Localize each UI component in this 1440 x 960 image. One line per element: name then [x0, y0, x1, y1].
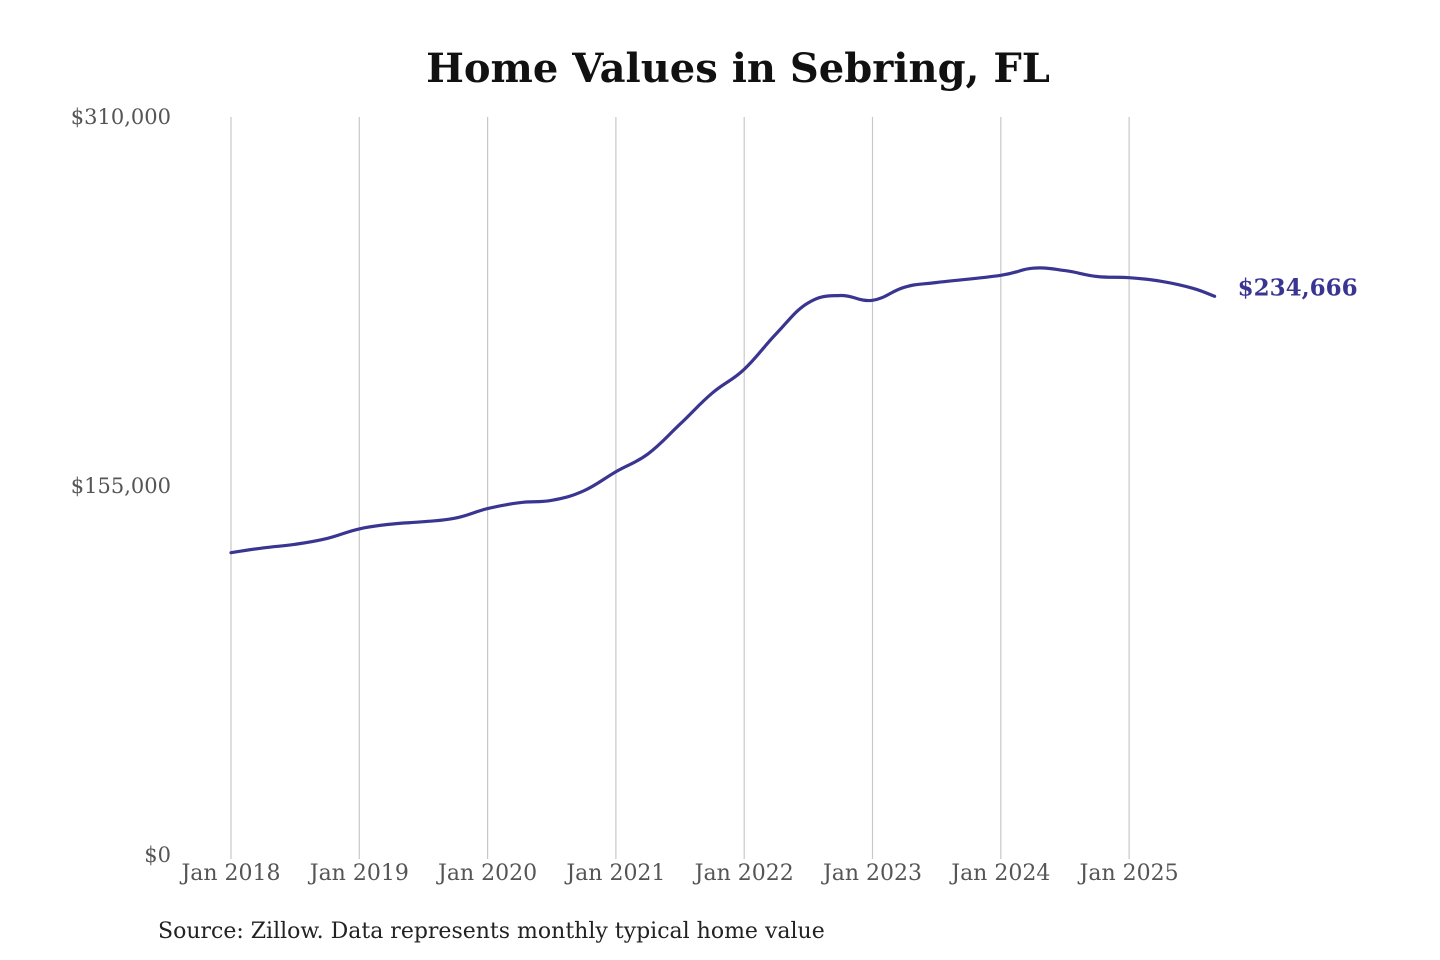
x-tick-label: Jan 2018	[179, 861, 280, 886]
x-tick-label: Jan 2024	[949, 861, 1050, 886]
grid-layer	[230, 117, 1130, 859]
x-tick-label: Jan 2021	[564, 861, 665, 886]
x-tick-label: Jan 2023	[821, 861, 922, 886]
x-axis: Jan 2018 Jan 2019 Jan 2020 Jan 2021 Jan 2022…	[179, 861, 1178, 886]
x-tick-label: Jan 2025	[1078, 861, 1179, 886]
series-line	[229, 266, 1217, 555]
y-axis: $0 $155,000 $310,000	[71, 105, 171, 867]
source-note: Source: Zillow. Data represents monthly …	[158, 919, 825, 944]
x-tick-label: Jan 2020	[436, 861, 537, 886]
x-tick-label: Jan 2022	[693, 861, 794, 886]
y-tick-label: $155,000	[71, 474, 171, 498]
end-value-label: $234,666	[1238, 274, 1358, 301]
y-tick-label: $310,000	[71, 105, 171, 129]
series-layer: $234,666	[229, 266, 1358, 555]
x-tick-label: Jan 2019	[308, 861, 409, 886]
y-tick-label: $0	[144, 843, 171, 867]
chart-title: Home Values in Sebring, FL	[426, 45, 1050, 92]
